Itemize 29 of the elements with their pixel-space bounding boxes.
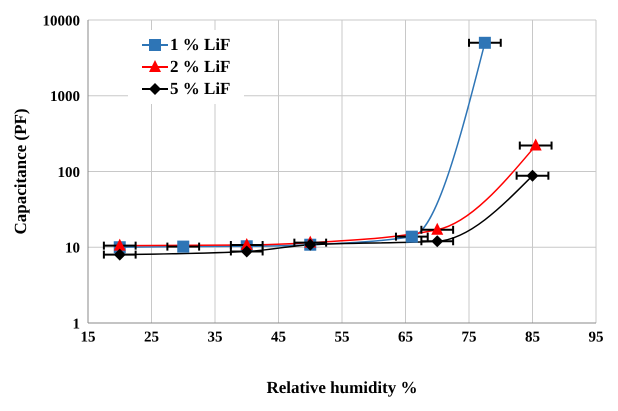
legend-label: 2 % LiF [170,56,230,78]
y-axis-title: Capacitance (PF) [11,108,30,235]
x-tick-label: 85 [525,330,540,346]
y-tick-label: 10 [65,240,80,257]
y-tick-label: 1 [72,316,80,332]
point [478,36,491,49]
point [240,245,253,258]
x-axis-title: Relative humidity % [266,378,418,397]
x-tick-label: 75 [462,330,476,346]
point [114,238,126,251]
x-tick-label: 95 [588,330,604,346]
point [406,230,418,243]
point [431,222,444,235]
x-tick-label: 55 [334,330,350,346]
point [431,235,444,248]
point [530,138,542,151]
point [177,240,190,253]
x-tick-label: 35 [208,330,222,346]
x-tick-label: 25 [144,330,159,346]
y-tick-label: 10000 [42,13,80,30]
point [526,170,538,182]
y-tick-label: 100 [58,164,80,181]
legend-label: 1 % LiF [170,34,230,56]
legend-label: 5 % LiF [170,78,230,100]
y-tick-label: 1000 [50,89,80,106]
x-tick-label: 45 [271,330,286,346]
x-tick-label: 15 [80,330,96,346]
point [114,248,126,261]
x-tick-label: 65 [398,330,413,346]
